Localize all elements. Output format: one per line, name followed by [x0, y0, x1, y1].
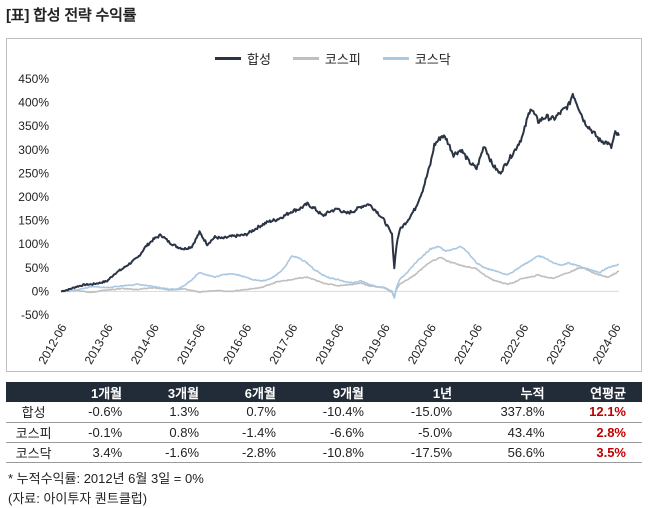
table-row: 코스피 -0.1% 0.8% -1.4% -6.6% -5.0% 43.4% 2… [6, 422, 642, 443]
y-tick-label: 450% [18, 72, 49, 86]
y-tick-label: 0% [32, 284, 50, 298]
table-cell: 0.7% [215, 402, 292, 423]
y-tick-label: -50% [21, 308, 49, 322]
chart-legend: 합성 코스피 코스닥 [215, 49, 451, 68]
table-cell: 합성 [6, 402, 62, 423]
x-tick-label: 2019-06 [359, 321, 393, 366]
x-tick-label: 2018-06 [313, 321, 347, 366]
legend-swatch-2 [382, 57, 409, 60]
x-tick-label: 2020-06 [405, 321, 439, 366]
legend-label-1: 코스피 [324, 52, 361, 67]
table-cell: 337.8% [468, 402, 561, 423]
table-cell: 코스닥 [6, 442, 62, 463]
table-cell: -10.4% [291, 402, 380, 423]
x-tick-label: 2023-06 [543, 321, 577, 366]
table-header-cell: 연평균 [560, 382, 642, 402]
y-tick-label: 50% [25, 261, 49, 275]
table-cell: -1.4% [215, 422, 292, 443]
legend-item-1: 코스피 [292, 49, 361, 68]
table-header-cell: 9개월 [291, 382, 380, 402]
table-cell: 코스피 [6, 422, 62, 443]
x-tick-label: 2012-06 [35, 321, 69, 366]
x-tick-label: 2021-06 [451, 321, 485, 366]
table-cell: 0.8% [138, 422, 216, 443]
y-tick-label: 250% [18, 166, 49, 180]
table-row: 합성 -0.6% 1.3% 0.7% -10.4% -15.0% 337.8% … [6, 402, 642, 423]
legend-item-0: 합성 [215, 49, 271, 68]
x-tick-label: 2015-06 [174, 321, 208, 366]
table-cell: -2.8% [215, 442, 292, 463]
table-cell: -6.6% [291, 422, 380, 443]
x-tick-label: 2014-06 [128, 321, 162, 366]
page-title: [표] 합성 전략 수익률 [6, 7, 137, 24]
y-tick-label: 150% [18, 214, 49, 228]
legend-label-0: 합성 [247, 52, 271, 67]
table-cell: -0.1% [61, 422, 139, 443]
y-tick-label: 300% [18, 143, 49, 157]
x-tick-label: 2017-06 [266, 321, 300, 366]
table-header-row: 1개월 3개월 6개월 9개월 1년 누적 연평균 [6, 382, 642, 402]
table-cell: -15.0% [380, 402, 469, 423]
table-cell-highlight: 3.5% [560, 442, 642, 463]
table-cell: 43.4% [468, 422, 561, 443]
table-cell: 3.4% [61, 442, 139, 463]
x-tick-label: 2013-06 [82, 321, 116, 366]
x-tick-label: 2022-06 [497, 321, 531, 366]
source-note: (자료: 아이투자 퀀트클럽) [8, 491, 148, 506]
table-header-cell [6, 382, 62, 402]
footnote: * 누적수익률: 2012년 6월 3일 = 0% [8, 471, 204, 486]
series-line-2 [60, 245, 620, 299]
table-cell: -10.8% [291, 442, 380, 463]
table-header-cell: 1개월 [61, 382, 139, 402]
y-tick-label: 200% [18, 190, 49, 204]
y-tick-label: 100% [18, 237, 49, 251]
legend-label-2: 코스닥 [414, 52, 451, 67]
table-cell: 56.6% [468, 442, 561, 463]
line-chart: 450% 400% 350% 300% 250% 200% 150% 100% 50% 0% -50… [18, 72, 624, 367]
table-cell: -17.5% [380, 442, 469, 463]
table-cell: 1.3% [138, 402, 216, 423]
chart-frame: 합성 코스피 코스닥 450% 400% 350% 300% 250% 200% 150% 1… [6, 38, 642, 372]
performance-table: 1개월 3개월 6개월 9개월 1년 누적 연평균 합성 -0.6% 1.3% … [6, 382, 642, 463]
table-header-cell: 1년 [380, 382, 469, 402]
x-tick-label: 2024-06 [590, 321, 624, 366]
legend-swatch-1 [292, 57, 319, 60]
table-cell: -0.6% [61, 402, 139, 423]
y-tick-label: 400% [18, 96, 49, 110]
legend-swatch-0 [215, 57, 241, 60]
table-header-cell: 누적 [468, 382, 561, 402]
x-tick-label: 2016-06 [220, 321, 254, 366]
table-cell: -5.0% [380, 422, 469, 443]
legend-item-2: 코스닥 [382, 49, 451, 68]
table-header-cell: 3개월 [138, 382, 216, 402]
table-cell-highlight: 12.1% [560, 402, 642, 423]
series-line-1 [60, 256, 620, 298]
table-header-cell: 6개월 [215, 382, 292, 402]
series-line-0 [60, 92, 620, 293]
table-row: 코스닥 3.4% -1.6% -2.8% -10.8% -17.5% 56.6%… [6, 442, 642, 463]
y-tick-label: 350% [18, 119, 49, 133]
table-cell: -1.6% [138, 442, 216, 463]
table-cell-highlight: 2.8% [560, 422, 642, 443]
